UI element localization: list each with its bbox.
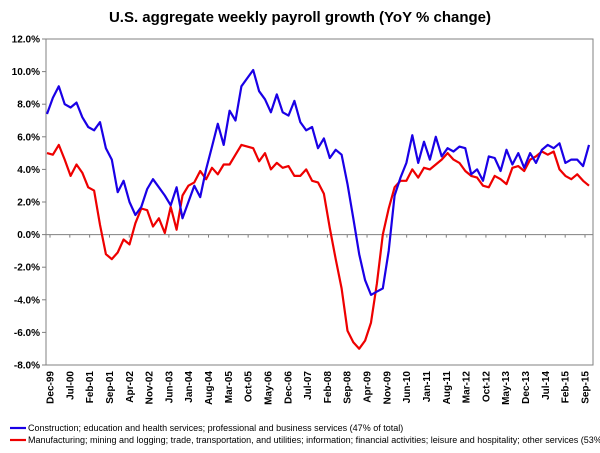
x-tick-label: Aug-11 [442, 371, 453, 405]
y-tick-label: 4.0% [17, 165, 40, 176]
x-tick-label: May-13 [501, 371, 512, 405]
y-tick-label: 2.0% [17, 198, 40, 209]
y-tick-label: 8.0% [17, 100, 40, 111]
y-tick-label: -2.0% [14, 263, 40, 274]
series-line-2 [46, 143, 590, 350]
x-tick-label: Mar-05 [224, 371, 235, 404]
x-tick-label: Jul-14 [541, 371, 552, 400]
x-tick-label: Sep-01 [105, 371, 116, 404]
y-tick-label: -4.0% [14, 295, 40, 306]
y-tick-label: 10.0% [12, 67, 40, 78]
x-axis: Dec-99 Jul-00 Feb-01 Sep-01 Apr-02 Nov-02 Jun-… [46, 234, 592, 405]
chart-title: U.S. aggregate weekly payroll growth (Yo… [109, 9, 491, 26]
y-tick-label: -8.0% [14, 361, 40, 372]
x-tick-label: Apr-09 [363, 371, 374, 403]
x-tick-label: Feb-15 [561, 371, 572, 404]
x-tick-label: Oct-05 [244, 371, 255, 403]
x-tick-label: Dec-06 [283, 371, 294, 404]
x-tick-label: Jul-00 [65, 371, 76, 400]
x-tick-label: Dec-99 [46, 371, 57, 404]
x-tick-label: Jan-04 [184, 371, 195, 403]
series-layer [45, 68, 591, 350]
x-tick-label: Nov-02 [145, 371, 156, 405]
x-tick-label: May-06 [263, 371, 274, 405]
x-tick-label: Feb-08 [323, 371, 334, 404]
x-tick-label: Dec-13 [521, 371, 532, 404]
x-tick-label: Jun-03 [164, 371, 175, 404]
y-tick-label: -6.0% [14, 328, 40, 339]
y-axis: -8.0% -6.0% -4.0% -2.0% 0.0% 2.0% 4.0% 6.0% 8.0%… [12, 35, 593, 372]
x-tick-label: Jun-10 [402, 371, 413, 404]
series-line-1 [45, 68, 591, 296]
legend-label-1: Construction; education and health servi… [28, 423, 403, 433]
plot-frame [45, 38, 594, 366]
x-tick-label: Nov-09 [382, 371, 393, 405]
y-tick-label: 6.0% [17, 132, 40, 143]
x-tick-label: Jul-07 [303, 371, 314, 400]
legend-label-2: Manufacturing; mining and logging; trade… [28, 435, 600, 445]
x-tick-label: Sep-08 [343, 371, 354, 404]
x-tick-label: Feb-01 [85, 371, 96, 404]
y-tick-label: 0.0% [17, 230, 40, 241]
x-tick-label: Aug-04 [204, 371, 215, 405]
x-tick-label: Sep-15 [581, 371, 592, 404]
x-tick-label: Mar-12 [462, 371, 473, 404]
y-tick-label: 12.0% [12, 35, 40, 46]
legend: Construction; education and health servi… [10, 423, 600, 445]
x-tick-label: Oct-12 [481, 371, 492, 403]
x-tick-label: Jan-11 [422, 371, 433, 403]
x-tick-label: Apr-02 [125, 371, 136, 403]
